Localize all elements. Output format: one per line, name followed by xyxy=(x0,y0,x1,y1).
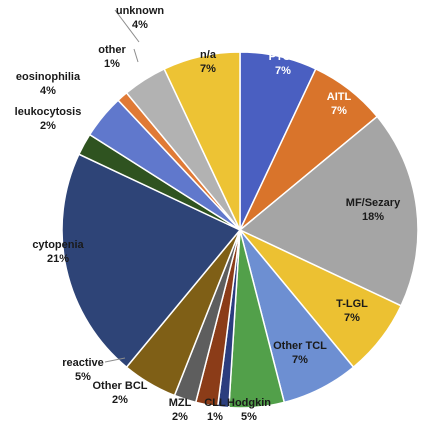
slice-label: unknown 4% xyxy=(116,5,165,31)
slice-label: T-LGL 7% xyxy=(336,298,368,324)
slice-labels: PTCL 7% AITL 7% MF/Sezary 18% T-LGL 7% Other TCL… xyxy=(15,5,401,423)
slice-label: cytopenia 21% xyxy=(32,239,84,265)
pie-slices xyxy=(61,51,419,409)
slice-mf-sezary xyxy=(238,115,419,307)
slice-label: AITL 7% xyxy=(327,91,352,117)
slice-cytopenia xyxy=(61,153,242,369)
slice-label: leukocytosis 2% xyxy=(15,106,82,132)
leader-line xyxy=(133,48,139,63)
slice-label: CLL 1% xyxy=(204,397,226,423)
leader-line xyxy=(114,9,140,43)
slice-label: PTCL 7% xyxy=(269,51,298,77)
slice-label: Hodgkin 5% xyxy=(227,397,271,423)
slice-label: eosinophilia 4% xyxy=(16,71,81,97)
slice-label: Other BCL 2% xyxy=(93,380,148,406)
slice-n-a xyxy=(163,51,241,231)
leader-lines xyxy=(104,9,140,363)
slice-label: other 1% xyxy=(98,44,126,70)
slice-label: Other TCL 7% xyxy=(273,340,327,366)
slice-label: n/a 7% xyxy=(200,49,217,75)
slice-label: MZL 2% xyxy=(169,397,192,423)
leader-line xyxy=(104,357,126,363)
slice-label: reactive 5% xyxy=(62,357,104,383)
slice-label: MF/Sezary 18% xyxy=(346,197,401,223)
